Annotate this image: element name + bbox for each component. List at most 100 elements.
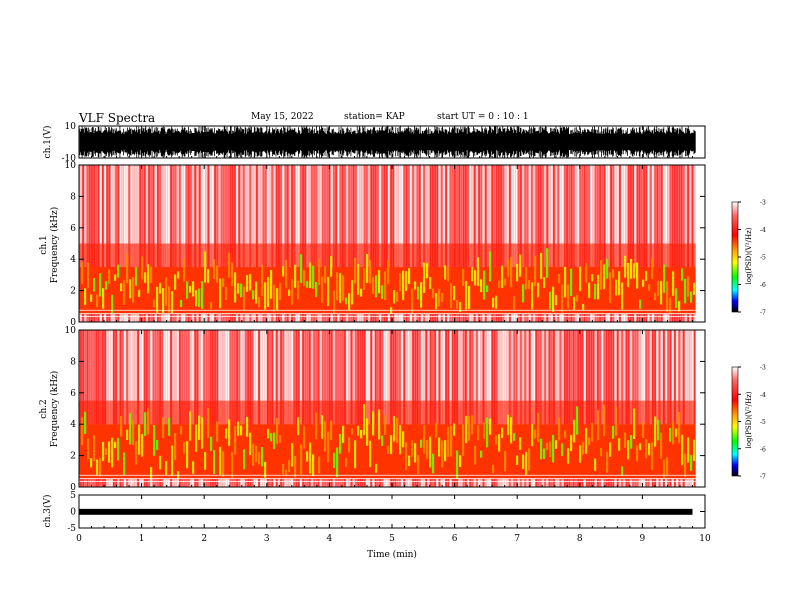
spectrogram-ch1-psd-patch <box>687 276 690 297</box>
spectrogram-ch2-psd-patch <box>381 435 384 446</box>
spectrogram-ch2-psd-patch <box>246 416 249 437</box>
x-tick-label: 5 <box>389 534 395 544</box>
spectrogram-ch1-psd-patch <box>168 286 171 313</box>
spectrogram-ch2-psd-patch <box>588 437 591 445</box>
ch1-freq-axis-label-b: Frequency (kHz) <box>49 207 60 284</box>
spectrogram-ch2-psd-patch <box>465 415 468 444</box>
spectrogram-ch1-psd-patch <box>612 269 615 278</box>
spectrogram-ch2-psd-patch <box>144 412 147 436</box>
spectrogram-ch2-psd-patch <box>165 461 168 476</box>
spectrogram-ch1-psd-patch <box>669 297 672 314</box>
spectrogram-ch1-psd-patch <box>162 288 165 313</box>
ch1-waveform-ytick-label: 10 <box>65 122 77 132</box>
spectrogram-ch2-psd-patch <box>273 432 276 449</box>
spectrogram-ch1-psd-patch <box>291 279 294 306</box>
spectrogram-ch2-psd-patch <box>615 406 618 436</box>
spectrogram-ch2-psd-patch <box>369 440 372 468</box>
x-tick-label: 4 <box>327 534 333 544</box>
spectrogram-ch1-psd-patch <box>150 266 153 283</box>
spectrogram-ch2-psd-patch <box>312 454 315 477</box>
spectrogram-ch2-ytick-label: 2 <box>70 452 76 462</box>
spectrogram-ch2-psd-patch <box>207 408 210 438</box>
spectrogram-ch1-psd-patch <box>465 281 468 310</box>
spectrogram-ch2-psd-patch <box>171 445 174 477</box>
spectrogram-ch1-psd-patch <box>246 275 249 292</box>
spectrogram-ch2-psd-patch <box>519 437 522 450</box>
spectrogram-ch1-psd-patch <box>618 271 621 296</box>
spectrogram-ch2-psd-patch <box>597 410 600 441</box>
spectrogram-ch1-psd-patch <box>597 274 600 300</box>
spectrogram-ch2-psd-patch <box>579 445 582 463</box>
x-tick-label: 10 <box>699 534 711 544</box>
spectrogram-ch1-psd-patch <box>672 271 675 296</box>
spectrogram-ch2-psd-patch <box>264 461 267 478</box>
spectrogram-ch2-psd-patch <box>534 429 537 439</box>
spectrogram-ch1-psd-patch <box>678 301 681 312</box>
spectrogram-ch2-psd-patch <box>648 443 651 456</box>
spectrogram-ch1-psd-patch <box>129 279 132 299</box>
spectrogram-ch2-panel: 0 2 4 6 8 10 <box>65 326 706 493</box>
spectrogram-ch1-psd-patch <box>312 265 315 289</box>
spectrogram-ch2-psd-patch <box>327 431 330 463</box>
colorbar-ch2-tick-label: -3 <box>760 365 766 372</box>
spectrogram-ch2-psd-patch <box>576 406 579 435</box>
spectrogram-ch2-psd-patch <box>528 448 531 471</box>
spectrogram-ch1-psd-patch <box>204 251 207 283</box>
spectrogram-ch2-psd-patch <box>510 417 513 444</box>
spectrogram-ch2-psd-patch <box>630 435 633 449</box>
spectrogram-ch2-psd-patch <box>435 422 438 438</box>
spectrogram-ch1-psd-patch <box>93 278 96 292</box>
spectrogram-ch1-psd-patch <box>282 266 285 277</box>
spectrogram-ch1-psd-patch <box>390 307 393 314</box>
spectrogram-ch2-psd-patch <box>570 435 573 452</box>
spectrogram-ch1-psd-patch <box>570 268 573 297</box>
spectrogram-ch2-psd-patch <box>150 467 153 479</box>
spectrogram-ch2-psd-patch <box>360 430 363 439</box>
colorbar-ch1-tick-label: -3 <box>760 200 766 207</box>
spectrogram-ch1-psd-patch <box>501 265 504 289</box>
spectrogram-ch2-psd-patch <box>633 408 636 439</box>
spectrogram-ch1-psd-patch <box>630 258 633 279</box>
spectrogram-ch1-psd-patch <box>141 256 144 280</box>
spectrogram-ch2-psd-patch <box>141 433 144 457</box>
spectrogram-ch2-psd-patch <box>267 429 270 439</box>
spectrogram-ch1-psd-patch <box>543 277 546 288</box>
spectrogram-ch2-psd-patch <box>321 415 324 439</box>
spectrogram-ch1-psd-patch <box>84 288 87 305</box>
spectrogram-ch1-psd-patch <box>303 270 306 286</box>
spectrogram-ch1-psd-patch <box>153 299 156 308</box>
spectrogram-ch1-psd-patch <box>234 272 237 303</box>
spectrogram-ch1-psd-patch <box>183 258 186 282</box>
spectrogram-ch1-psd-patch <box>615 279 618 296</box>
spectrogram-ch1-psd-patch <box>114 274 117 281</box>
spectrogram-ch1-psd-patch <box>198 288 201 307</box>
spectrogram-ch2-psd-patch <box>81 417 84 446</box>
spectrogram-ch2-psd-patch <box>153 425 156 456</box>
spectrogram-ch2-psd-patch <box>678 411 681 444</box>
spectrogram-ch2-psd-patch <box>231 452 234 479</box>
spectrogram-ch2-psd-patch <box>621 466 624 476</box>
spectrogram-ch1-psd-patch <box>264 282 267 310</box>
spectrogram-ch1-psd-patch <box>330 256 333 277</box>
spectrogram-ch2-psd-patch <box>129 413 132 445</box>
spectrogram-ch1-psd-patch <box>294 264 297 288</box>
spectrogram-ch1-ytick-label: 2 <box>70 287 76 297</box>
spectrogram-ch2-psd-patch <box>423 425 426 454</box>
spectrogram-ch2-psd-patch <box>243 449 246 470</box>
spectrogram-ch2-psd-patch <box>339 434 342 454</box>
spectrogram-ch2-psd-patch <box>87 438 90 460</box>
spectrogram-ch1-psd-patch <box>354 257 357 284</box>
spectrogram-ch2-psd-patch <box>411 440 414 457</box>
spectrogram-ch1-psd-patch <box>459 302 462 312</box>
spectrogram-ch2-psd-patch <box>135 440 138 465</box>
spectrogram-ch1-ytick-label: 0 <box>70 318 76 328</box>
spectrogram-ch2-psd-patch <box>282 463 285 475</box>
spectrogram-ch1-psd-patch <box>261 264 264 296</box>
spectrogram-ch2-psd-patch <box>351 428 354 435</box>
spectrogram-ch1-psd-patch <box>384 271 387 301</box>
spectrogram-ch2-psd-patch <box>480 450 483 458</box>
spectrogram-ch1-psd-patch <box>267 276 270 307</box>
spectrogram-ch2-psd-patch <box>198 415 201 440</box>
spectrogram-ch1-psd-patch <box>411 288 414 314</box>
spectrogram-ch2-psd-patch <box>300 444 303 475</box>
